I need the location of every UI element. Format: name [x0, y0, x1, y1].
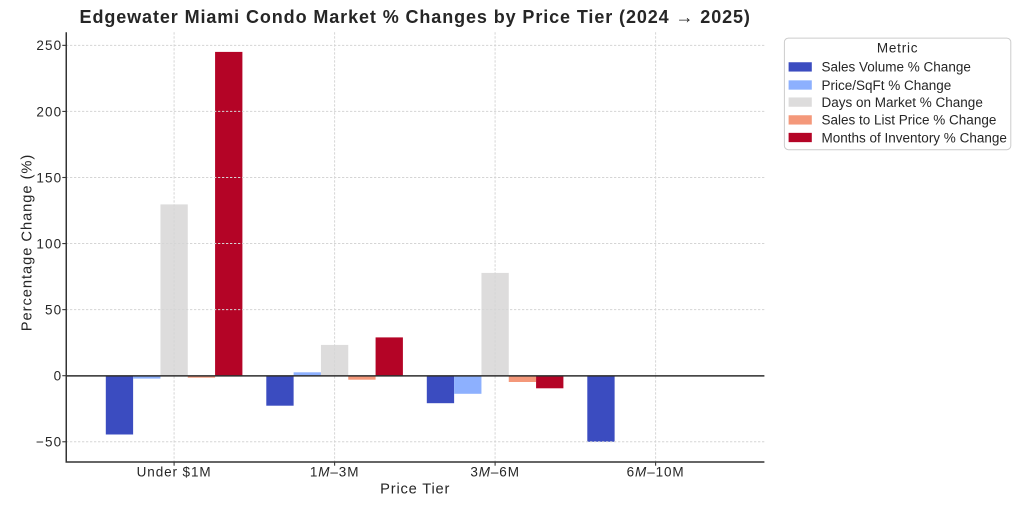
- svg-text:Days on Market % Change: Days on Market % Change: [822, 95, 983, 110]
- svg-text:Price Tier: Price Tier: [380, 481, 450, 497]
- svg-text:−50: −50: [36, 435, 62, 450]
- svg-text:6M–10M: 6M–10M: [627, 465, 685, 480]
- svg-text:Edgewater Miami Condo Market %: Edgewater Miami Condo Market % Changes b…: [80, 7, 751, 27]
- svg-text:100: 100: [36, 236, 62, 251]
- svg-text:Months of Inventory % Change: Months of Inventory % Change: [822, 130, 1007, 145]
- svg-text:Metric: Metric: [877, 40, 919, 55]
- svg-text:200: 200: [36, 104, 62, 119]
- svg-text:Price/SqFt % Change: Price/SqFt % Change: [822, 78, 952, 93]
- svg-text:1M–3M: 1M–3M: [310, 465, 360, 480]
- svg-text:250: 250: [36, 38, 62, 53]
- svg-text:50: 50: [45, 303, 62, 318]
- svg-text:Sales to List Price % Change: Sales to List Price % Change: [822, 113, 997, 128]
- svg-text:Sales Volume % Change: Sales Volume % Change: [822, 60, 971, 75]
- svg-text:0: 0: [54, 369, 63, 384]
- svg-text:3M–6M: 3M–6M: [470, 465, 520, 480]
- svg-text:150: 150: [36, 170, 62, 185]
- svg-text:Percentage Change (%): Percentage Change (%): [20, 154, 36, 332]
- svg-text:Under $1M: Under $1M: [137, 465, 212, 480]
